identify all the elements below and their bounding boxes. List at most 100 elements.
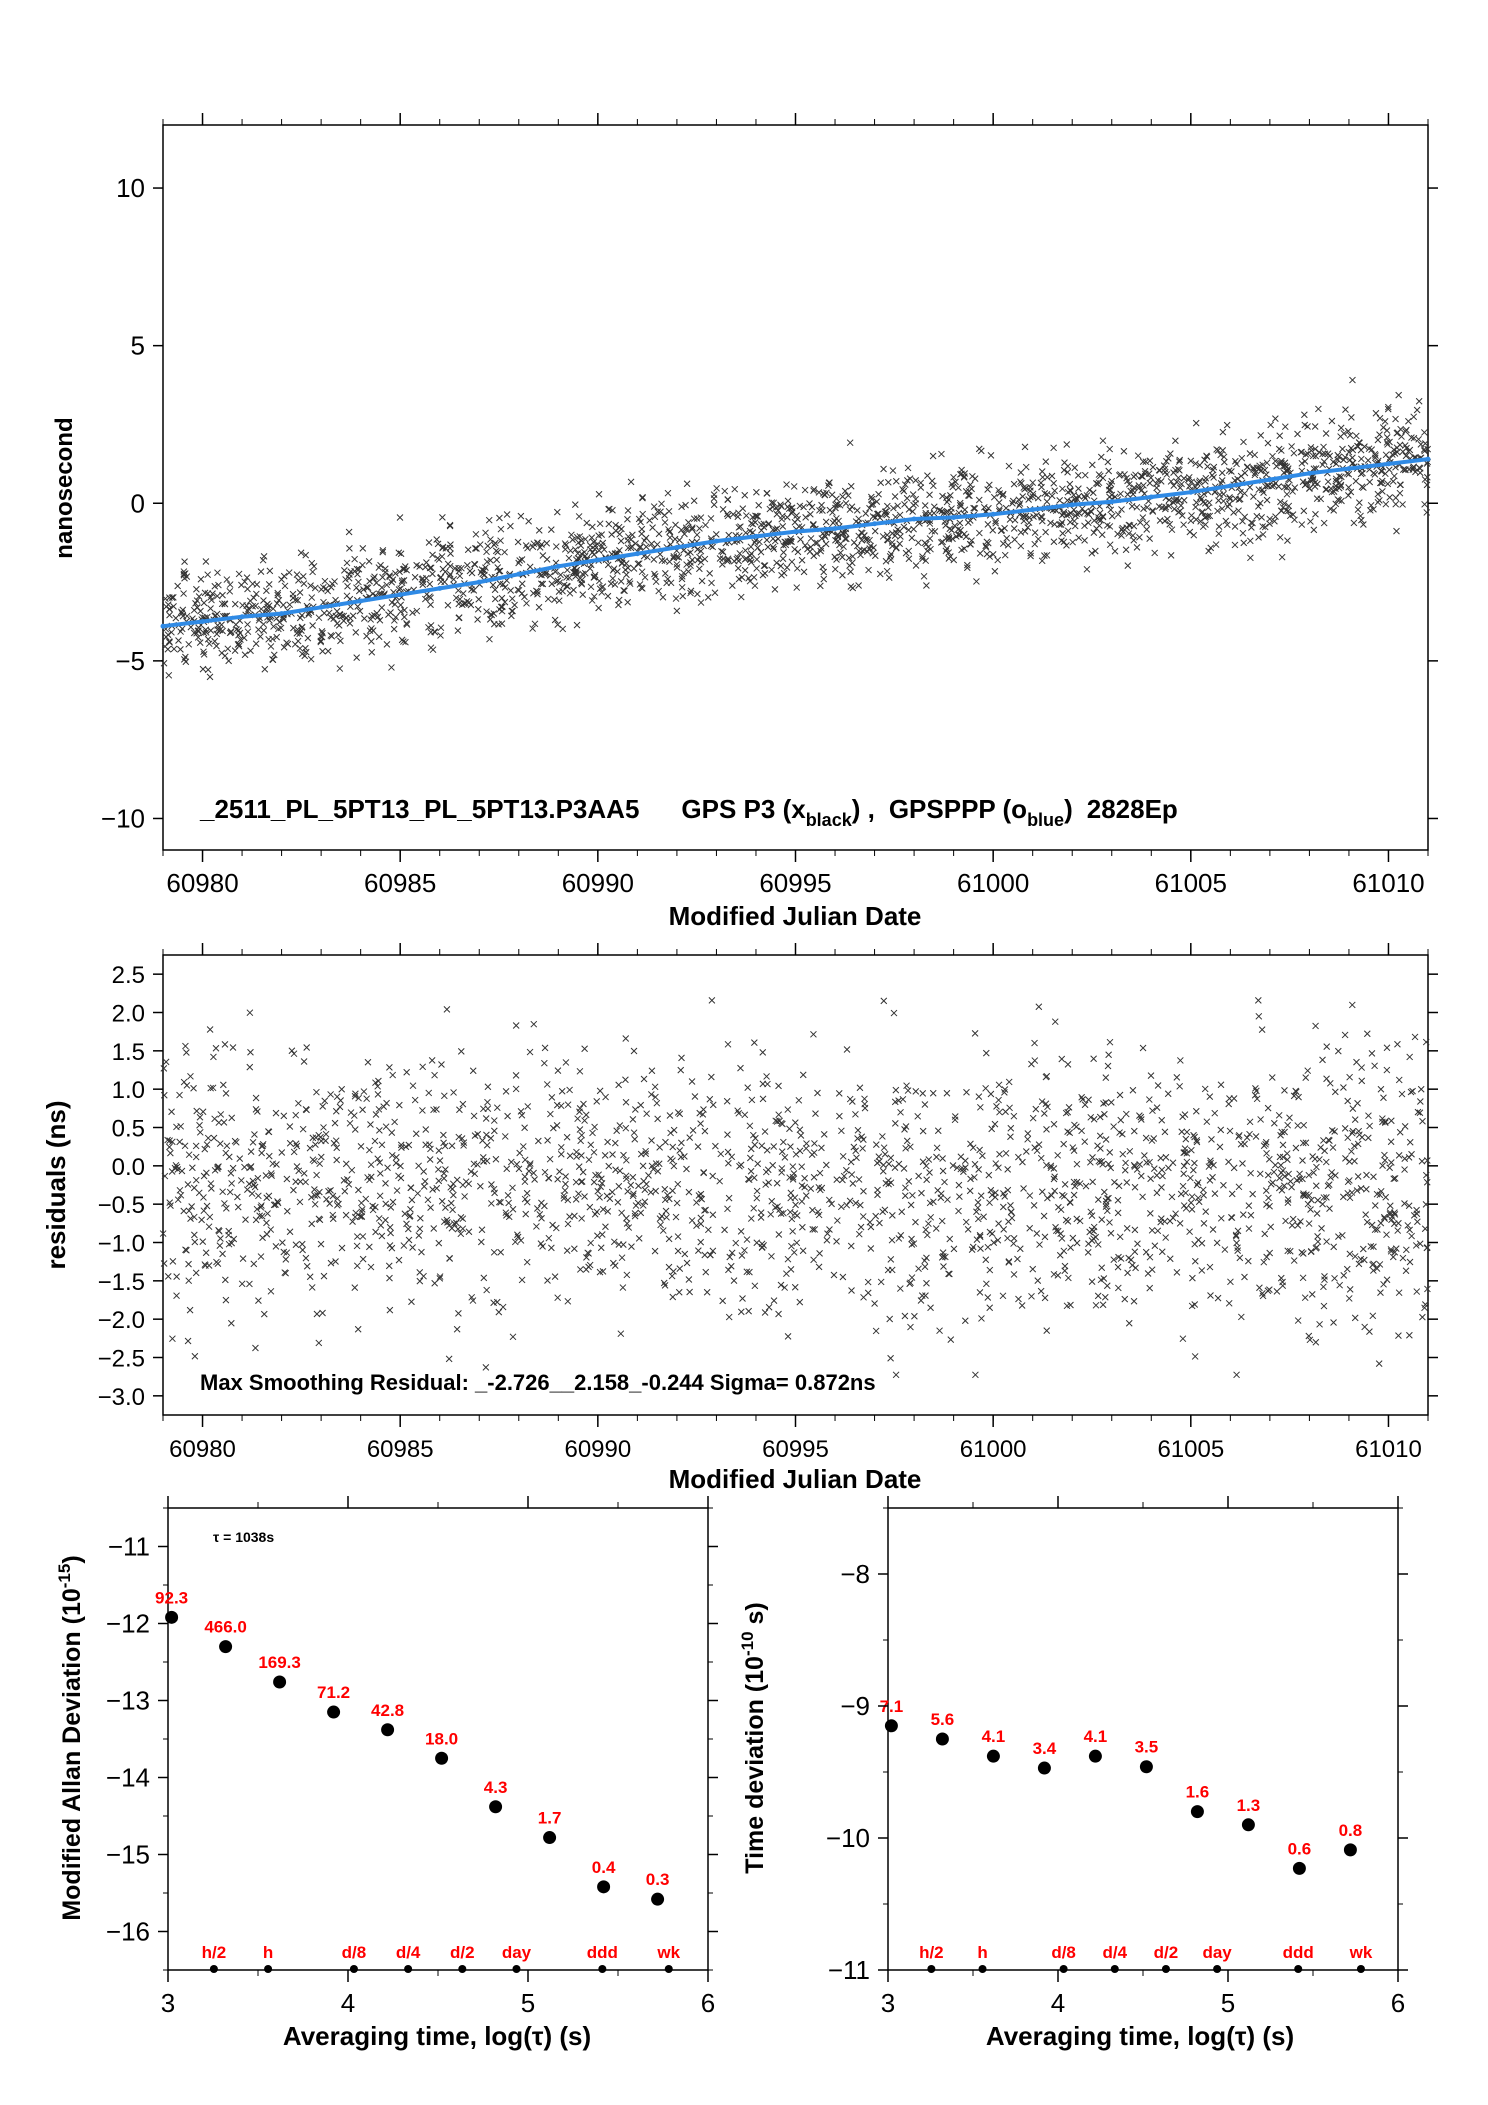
gps-p3-point: [983, 550, 991, 558]
gps-p3-point: [937, 539, 945, 546]
residual-point: [254, 1108, 261, 1115]
residual-point: [743, 1236, 751, 1243]
gps-p3-point: [437, 624, 445, 632]
residual-point: [846, 1095, 854, 1103]
gps-p3-point: [1349, 376, 1356, 384]
residual-point: [582, 1111, 590, 1119]
residual-point: [833, 1176, 841, 1183]
residual-point: [267, 1170, 275, 1177]
time-marker-dot: [458, 1965, 467, 1973]
gps-p3-point: [168, 628, 175, 636]
gps-p3-point: [950, 473, 957, 481]
residual-point: [374, 1082, 382, 1090]
gps-p3-point: [1075, 510, 1083, 517]
residual-point: [789, 1227, 797, 1235]
residual-point: [702, 1206, 709, 1214]
gps-p3-point: [1050, 444, 1057, 452]
residual-point: [345, 1181, 353, 1188]
residual-point: [509, 1205, 517, 1213]
residual-point: [906, 1280, 914, 1288]
residual-point: [160, 1091, 168, 1099]
gps-p3-point: [841, 487, 849, 495]
residual-point: [723, 1097, 731, 1105]
residual-point: [1348, 1001, 1356, 1009]
residual-point: [1246, 1118, 1254, 1126]
residual-point: [1377, 1187, 1385, 1195]
residual-point: [199, 1238, 207, 1245]
gps-p3-point: [1167, 450, 1174, 458]
residual-point: [292, 1140, 300, 1148]
gps-p3-point: [166, 639, 173, 646]
residual-point: [1263, 1201, 1270, 1208]
residual-point: [1179, 1335, 1187, 1343]
residual-point: [611, 1139, 619, 1147]
residual-point: [1237, 1313, 1245, 1321]
residual-point: [609, 1259, 617, 1267]
gps-p3-point: [1269, 452, 1276, 460]
gps-p3-point: [673, 561, 681, 568]
residual-point: [1314, 1196, 1322, 1204]
gps-p3-point: [1306, 485, 1314, 492]
gps-p3-point: [926, 520, 934, 527]
residual-point: [316, 1160, 324, 1168]
gpsppp-point: [555, 563, 561, 569]
gps-p3-point: [590, 593, 598, 600]
residual-point: [1124, 1269, 1131, 1277]
residual-point: [622, 1076, 629, 1084]
gpsppp-point: [279, 611, 285, 617]
gps-p3-point: [964, 492, 972, 499]
gps-p3-point: [244, 628, 252, 636]
gps-p3-point: [383, 581, 391, 589]
deviation-point: [1292, 1861, 1306, 1875]
residual-point: [1374, 1226, 1381, 1233]
gps-p3-point: [219, 591, 226, 599]
gps-p3-point: [761, 562, 769, 569]
residual-point: [515, 1165, 523, 1173]
time-marker-dot: [1356, 1965, 1365, 1973]
gps-p3-point: [403, 621, 411, 628]
gps-p3-point: [999, 490, 1007, 498]
residual-point: [826, 1226, 833, 1233]
residual-point: [1148, 1226, 1156, 1234]
residual-point: [1183, 1158, 1191, 1166]
residual-point: [225, 1231, 232, 1239]
residual-point: [461, 1193, 468, 1200]
residual-point: [660, 1279, 668, 1287]
gps-p3-point: [1233, 460, 1240, 468]
residual-point: [598, 1179, 606, 1187]
residual-point: [1164, 1090, 1172, 1098]
gps-p3-point: [200, 599, 208, 607]
gps-p3-point: [963, 561, 971, 569]
gps-p3-point: [1339, 445, 1346, 453]
residual-point: [927, 1213, 935, 1221]
gps-p3-point: [665, 526, 672, 533]
residual-point: [283, 1207, 291, 1215]
residual-point: [250, 1260, 258, 1268]
residuals-x-axis-label: Modified Julian Date: [669, 1464, 922, 1494]
gps-p3-point: [882, 510, 889, 518]
residual-point: [759, 1049, 767, 1056]
residual-point: [333, 1201, 341, 1209]
residual-point: [303, 1262, 311, 1270]
residual-point: [407, 1184, 415, 1192]
residual-point: [873, 1159, 881, 1167]
gps-p3-point: [1089, 489, 1097, 497]
residual-point: [860, 1293, 867, 1301]
gps-p3-point: [777, 502, 785, 510]
residual-point: [1029, 1114, 1037, 1122]
gps-p3-point: [179, 612, 187, 620]
residual-point: [558, 1087, 566, 1095]
gpsppp-point: [832, 525, 838, 531]
residual-point: [629, 1192, 637, 1200]
residual-point: [306, 1144, 314, 1152]
gps-p3-point: [1284, 537, 1291, 544]
residual-point: [1275, 1184, 1283, 1192]
residual-point: [591, 1123, 598, 1131]
gps-p3-point: [747, 543, 755, 551]
residual-point: [420, 1183, 428, 1190]
time-marker-label: ddd: [587, 1943, 618, 1962]
residual-point: [188, 1203, 196, 1210]
residual-point: [300, 1058, 308, 1065]
gps-p3-point: [832, 536, 839, 544]
residual-point: [1076, 1217, 1084, 1225]
